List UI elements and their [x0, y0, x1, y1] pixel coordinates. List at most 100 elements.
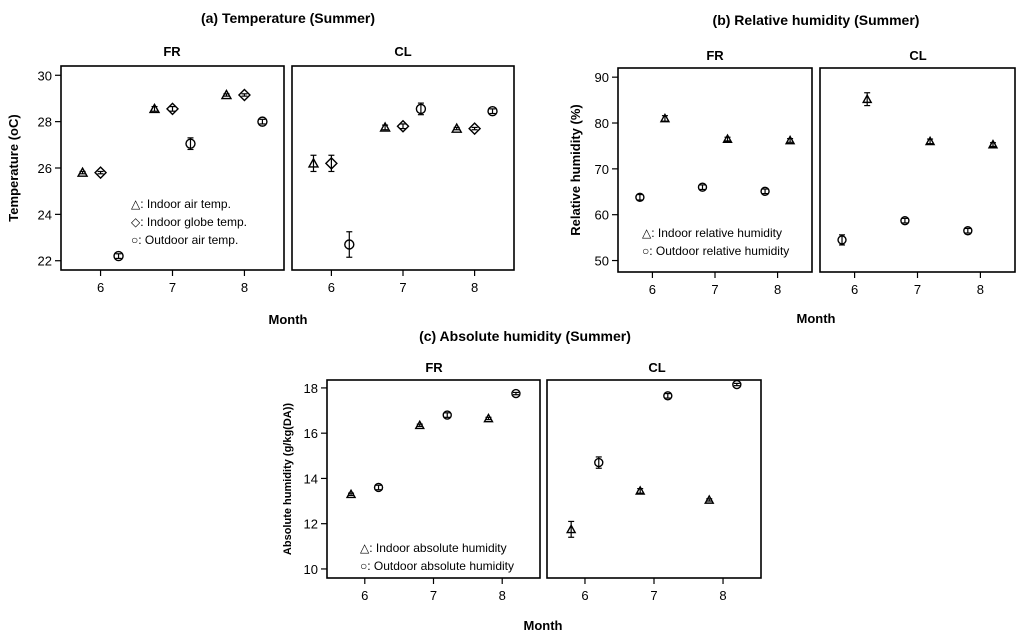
y-tick-label: 16	[304, 426, 318, 441]
chart-b-xlabel: Month	[797, 311, 836, 326]
triangle-marker	[220, 89, 233, 100]
triangle-marker	[784, 134, 796, 145]
relative-humidity-chart: (b) Relative humidity (Summer) FR CL 50 6…	[568, 12, 1016, 326]
data-point	[565, 520, 577, 538]
data-point	[659, 112, 671, 123]
chart-a-legend-item: ○: Outdoor air temp.	[131, 233, 238, 247]
data-point	[760, 186, 770, 197]
chart-a-panel-cl	[291, 65, 515, 271]
data-point	[94, 166, 108, 180]
triangle-marker	[483, 413, 494, 423]
circle-marker	[257, 116, 268, 127]
triangle-marker	[635, 485, 646, 495]
circle-marker	[113, 250, 124, 262]
chart-c-marks	[345, 379, 742, 538]
triangle-marker	[987, 139, 999, 149]
chart-b-marks	[635, 92, 999, 246]
chart-a-axis: 22 24 26 28 30 6 7 8 6 7 8	[38, 68, 479, 295]
data-point	[924, 135, 936, 146]
y-tick-label: 12	[304, 517, 318, 532]
chart-b-panel-cl	[819, 67, 1016, 273]
y-tick-label: 60	[595, 208, 609, 223]
chart-c-panel-cl	[546, 379, 762, 579]
diamond-marker	[94, 166, 108, 180]
y-tick-label: 10	[304, 562, 318, 577]
circle-marker	[511, 388, 521, 399]
chart-c-xlabel: Month	[524, 618, 563, 633]
data-point	[635, 192, 645, 202]
triangle-marker	[861, 93, 873, 104]
data-point	[307, 154, 320, 173]
x-tick-label: 8	[774, 282, 781, 297]
data-point	[237, 88, 251, 102]
y-tick-label: 18	[304, 381, 318, 396]
chart-c-facet-cl: CL	[648, 360, 665, 375]
triangle-marker	[451, 122, 463, 133]
chart-a-title: (a) Temperature (Summer)	[201, 10, 375, 26]
y-tick-label: 28	[38, 115, 52, 130]
chart-a-ylabel: Temperature (oC)	[6, 114, 21, 221]
x-tick-label: 8	[977, 282, 984, 297]
data-point	[344, 231, 355, 258]
data-point	[487, 106, 498, 117]
chart-a-marks	[76, 88, 498, 262]
y-tick-label: 70	[595, 162, 609, 177]
triangle-marker	[414, 419, 425, 430]
x-tick-label: 6	[851, 282, 858, 297]
x-tick-label: 8	[471, 280, 478, 295]
triangle-marker	[345, 488, 357, 499]
circle-marker	[837, 235, 847, 245]
x-tick-label: 7	[711, 282, 718, 297]
data-point	[837, 234, 847, 246]
absolute-humidity-chart: (c) Absolute humidity (Summer) FR CL 10 1…	[282, 328, 762, 633]
data-point	[442, 410, 452, 420]
diamond-marker	[324, 156, 338, 170]
data-point	[635, 485, 646, 495]
data-point	[987, 139, 999, 149]
circle-marker	[594, 457, 604, 468]
chart-c-ylabel: Absolute humidity (g/kg(DA))	[282, 403, 294, 555]
chart-a-legend-item: △: Indoor air temp.	[131, 197, 231, 211]
chart-b-axis: 50 60 70 80 90 6 7 8 6 7 8	[595, 70, 984, 297]
chart-c-title: (c) Absolute humidity (Summer)	[419, 328, 631, 344]
triangle-marker	[307, 157, 320, 168]
diamond-marker	[396, 119, 410, 133]
chart-c-legend-item: ○: Outdoor absolute humidity	[360, 559, 514, 573]
chart-a-legend-item: ◇: Indoor globe temp.	[131, 215, 247, 229]
data-point	[324, 154, 338, 173]
circle-marker	[373, 482, 384, 493]
data-point	[379, 121, 391, 132]
triangle-marker	[924, 135, 936, 146]
chart-a-facet-fr: FR	[163, 44, 181, 59]
x-tick-label: 6	[581, 588, 588, 603]
chart-a-xlabel: Month	[269, 312, 308, 327]
chart-c-facet-fr: FR	[425, 360, 443, 375]
data-point	[451, 122, 463, 133]
circle-marker	[487, 106, 498, 117]
data-point	[468, 122, 482, 136]
y-tick-label: 24	[38, 207, 52, 222]
circle-marker	[185, 138, 196, 149]
data-point	[113, 250, 124, 262]
x-tick-label: 6	[328, 280, 335, 295]
triangle-marker	[76, 166, 89, 177]
data-point	[963, 226, 973, 236]
data-point	[415, 102, 427, 116]
triangle-marker	[722, 133, 733, 143]
data-point	[185, 137, 196, 151]
data-point	[784, 134, 796, 145]
data-point	[396, 119, 410, 133]
x-tick-label: 8	[719, 588, 726, 603]
chart-c-axis: 10 12 14 16 18 6 7 8 6 7 8	[304, 381, 727, 603]
diamond-marker	[166, 102, 179, 116]
chart-b-panel-fr	[617, 67, 813, 273]
circle-marker	[344, 239, 355, 250]
y-tick-label: 30	[38, 68, 52, 83]
x-tick-label: 6	[361, 588, 368, 603]
chart-b-legend-item: ○: Outdoor relative humidity	[642, 244, 789, 258]
chart-b-facet-cl: CL	[909, 48, 926, 63]
data-point	[861, 92, 873, 107]
circle-marker	[635, 192, 645, 202]
y-tick-label: 22	[38, 254, 52, 269]
